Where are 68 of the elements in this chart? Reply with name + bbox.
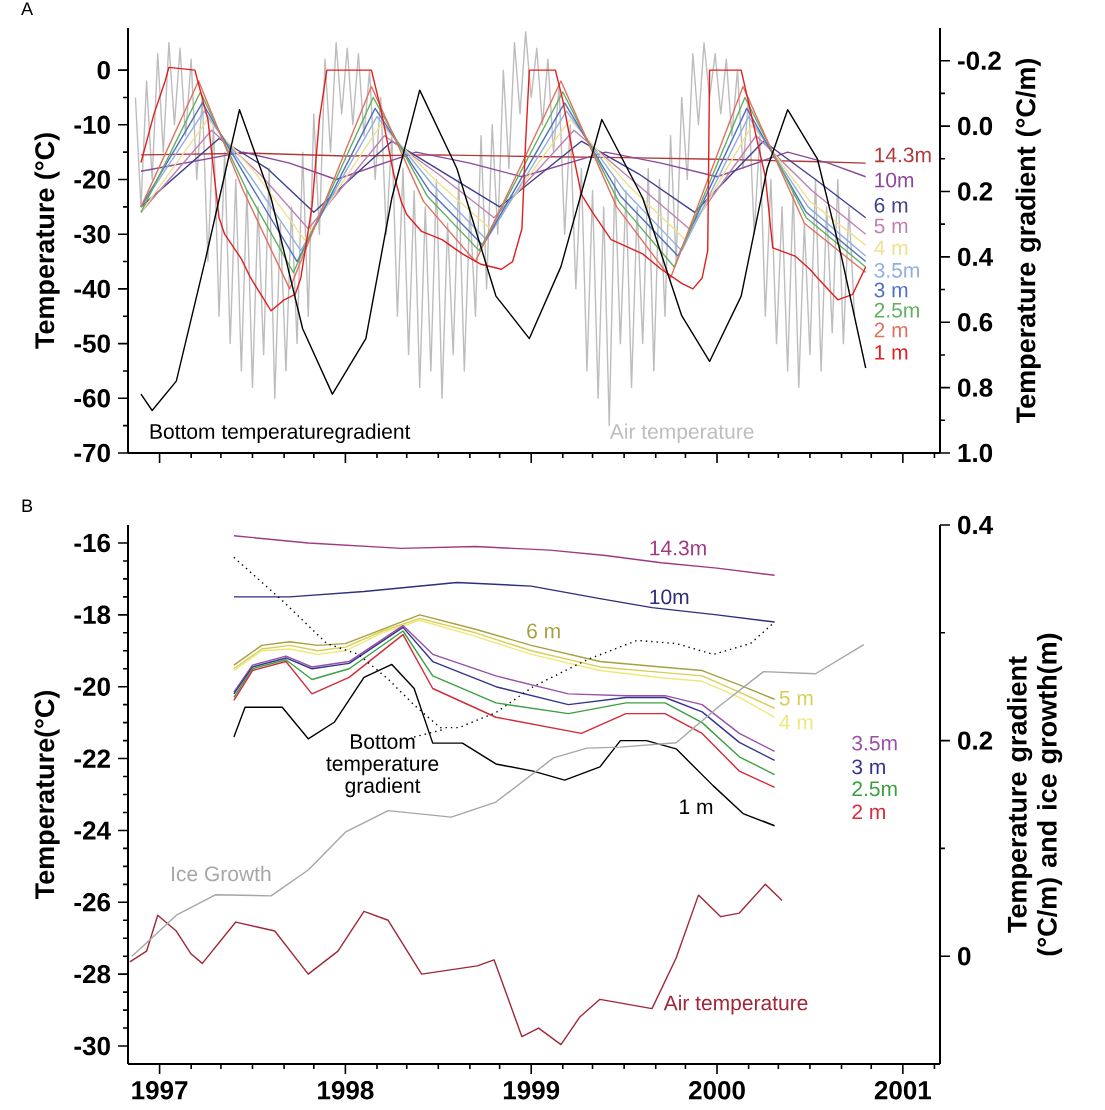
y-tick-label: -50 (74, 334, 110, 353)
series-label: 2.5m (874, 302, 919, 318)
y2-tick-label: 0.4 (958, 515, 994, 535)
y2-axis-title: Temperature gradient (°C/m) (1015, 58, 1041, 424)
y-tick-label: -10 (74, 115, 110, 135)
y-tick-label: -26 (74, 893, 111, 912)
y-tick-label: -40 (74, 279, 110, 299)
line-series (140, 152, 867, 164)
legend-label: Bottom temperature gradient (326, 734, 439, 798)
series-label: 14.3m (875, 147, 931, 163)
y2-tick-label: -0.2 (958, 51, 1001, 70)
x-tick-label: 1997 (132, 1081, 188, 1100)
text: 2 m (852, 804, 885, 820)
line-series (233, 581, 776, 623)
y-tick-label: -24 (74, 821, 111, 840)
y2-axis-title: Temperature gradient (°C/m) and ice growth(m) (1006, 633, 1063, 956)
y-tick-label: -20 (74, 677, 110, 696)
series-label: 5 m (779, 690, 813, 706)
y-tick-label: -70 (74, 443, 110, 463)
y-tick-label: -30 (74, 224, 110, 244)
y-tick-label: -20 (74, 170, 110, 189)
y-axis-title: Temperature(°C) (34, 690, 60, 900)
y2-tick-label: 1.0 (958, 443, 993, 463)
x-tick-label: 1999 (503, 1081, 560, 1100)
chart-title: A (21, 2, 34, 15)
series-label: Air temperature (609, 423, 754, 444)
y-tick-label: -30 (74, 1036, 110, 1056)
y2-tick-label: 0 (958, 946, 971, 966)
text: 2.5m (852, 781, 897, 797)
y2-tick-label: 0.8 (958, 378, 993, 397)
x-tick-label: 2001 (874, 1081, 932, 1100)
y-tick-label: -28 (74, 964, 111, 984)
y2-tick-label: 0.2 (958, 182, 993, 201)
series-label: 4 m (874, 240, 908, 256)
series-label: 3 m (874, 282, 908, 298)
series-label: 3.5m (874, 262, 919, 278)
chart-title: B (22, 499, 33, 512)
series-label: 4 m (779, 715, 813, 730)
series-label: 14.3m (650, 540, 706, 556)
line-series (140, 151, 867, 181)
series-label: Air temperature (663, 994, 808, 1015)
y2-tick-label: 0.4 (958, 247, 994, 267)
text: 2 m (874, 322, 908, 338)
y2-tick-label: 0.0 (958, 116, 993, 136)
line-series (233, 535, 776, 576)
y-tick-label: -16 (74, 533, 111, 553)
line-series (140, 89, 867, 412)
series-label: 6 m (527, 623, 560, 639)
series-label: Bottom temperaturegradient (150, 423, 411, 444)
text: 3 m (852, 759, 885, 775)
x-tick-label: 1998 (318, 1081, 374, 1100)
y-tick-label: 0 (97, 60, 110, 80)
y2-tick-label: 0.6 (958, 313, 993, 332)
series-label: 1 m (680, 799, 713, 814)
y-tick-label: -22 (74, 749, 110, 768)
series-label: 10m (875, 172, 914, 188)
series-label: 10m (650, 589, 689, 605)
line-series (140, 129, 867, 235)
series-label: 5 m (874, 218, 908, 234)
y-tick-label: -18 (74, 605, 111, 625)
text: 3.5m (852, 735, 897, 751)
series-label: Ice Growth (172, 865, 271, 882)
y-axis-title: Temperature (°C) (34, 133, 60, 349)
text: 1 m (875, 345, 908, 360)
x-tick-label: 2000 (689, 1081, 745, 1100)
series-label: 6 m (874, 197, 908, 213)
y2-tick-label: 0.2 (958, 731, 993, 750)
y-tick-label: -60 (74, 389, 110, 408)
